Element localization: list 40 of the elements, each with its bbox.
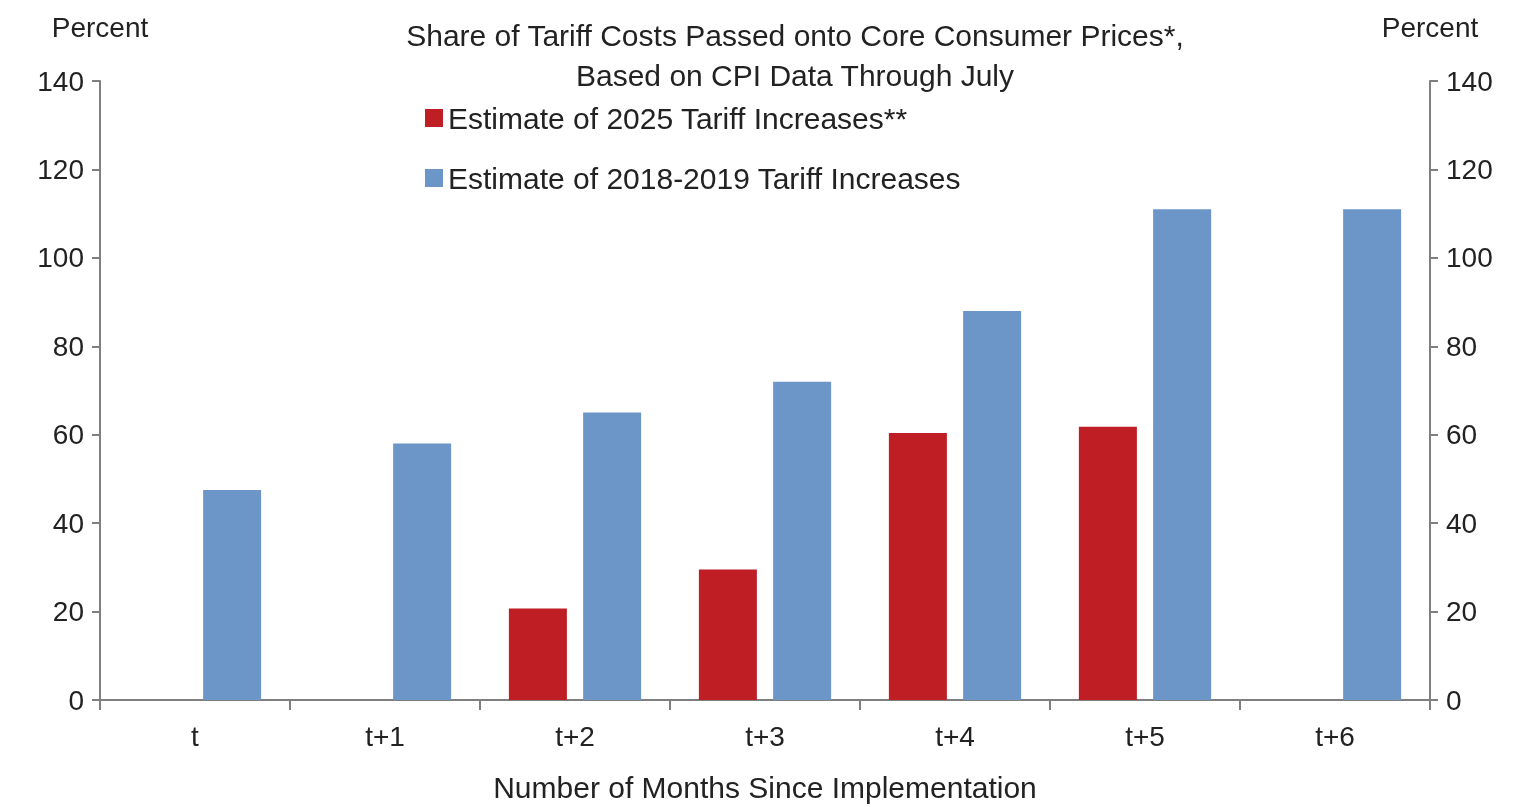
x-tick-label: t+4 [935, 720, 975, 752]
bar [963, 310, 1022, 700]
x-tick-label: t+5 [1125, 720, 1165, 752]
bar [1153, 209, 1212, 700]
y2-tick-label: 120 [1446, 153, 1493, 185]
x-tick-label: t+1 [365, 720, 405, 752]
x-tick-label: t+2 [555, 720, 595, 752]
bar [888, 432, 947, 700]
y2-tick-label: 100 [1446, 242, 1493, 274]
bar [393, 443, 452, 700]
bar [1078, 426, 1137, 700]
y-axis-title: Percent [51, 11, 149, 43]
y-tick-label: 100 [37, 242, 84, 274]
y2-tick-label: 80 [1446, 330, 1478, 362]
bar [203, 489, 262, 700]
y2-tick-label: 140 [1446, 65, 1493, 97]
y-tick-label: 60 [52, 419, 84, 451]
x-tick-label: t [191, 720, 200, 752]
legend-label: Estimate of 2018-2019 Tariff Increases [448, 161, 961, 195]
y2-tick-label: 0 [1446, 684, 1462, 716]
bar [583, 412, 642, 700]
y-tick-label: 120 [37, 153, 84, 185]
y-tick-label: 40 [52, 507, 84, 539]
bar [773, 381, 832, 700]
x-tick-label: t+6 [1315, 720, 1355, 752]
y-tick-label: 80 [52, 330, 84, 362]
y-tick-label: 0 [68, 684, 84, 716]
y2-tick-label: 60 [1446, 419, 1478, 451]
y-tick-label: 140 [37, 65, 84, 97]
x-axis-title: Number of Months Since Implementation [493, 770, 1037, 804]
bar [1343, 209, 1402, 700]
bar [508, 608, 567, 700]
y-tick-label: 20 [52, 596, 84, 628]
bar [698, 569, 757, 700]
chart-title: Share of Tariff Costs Passed onto Core Consumer Prices*, Based on CPI Data Through July [406, 18, 1184, 92]
x-tick-label: t+3 [745, 720, 785, 752]
y2-tick-label: 40 [1446, 507, 1478, 539]
legend-label: Estimate of 2025 Tariff Increases** [448, 101, 908, 135]
y2-axis-title: Percent [1381, 11, 1479, 43]
y2-tick-label: 20 [1446, 596, 1478, 628]
